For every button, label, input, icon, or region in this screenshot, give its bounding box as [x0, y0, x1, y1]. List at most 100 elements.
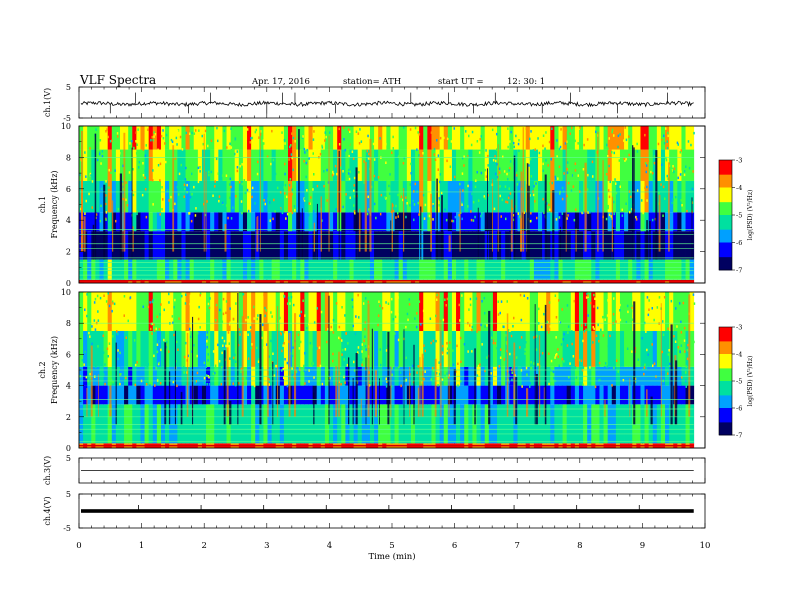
spectrogram-speck: [176, 185, 179, 189]
spectrogram-cell: [312, 180, 318, 213]
spectrogram-cell: [509, 292, 514, 331]
spectrogram-cell: [79, 292, 84, 331]
spectrogram-speck: [116, 330, 118, 333]
colorbar-swatch: [719, 235, 732, 238]
spectrogram-cell: [185, 149, 191, 181]
spectrogram-speck: [643, 152, 646, 155]
spectrogram-cell: [91, 259, 96, 280]
spectrogram-cell: [251, 126, 256, 150]
spectrogram-speck: [430, 131, 433, 134]
spectrogram-cell: [427, 404, 432, 444]
spectrogram-speck: [343, 375, 345, 379]
spectrogram-cell: [558, 292, 563, 331]
spectrogram-cell: [169, 126, 174, 150]
y-tick-label: 0: [66, 444, 71, 453]
spectrogram-speck: [229, 196, 231, 200]
spectrogram-speck: [97, 345, 99, 348]
start-ut-label: start UT =: [438, 77, 484, 87]
spectrogram-cell: [681, 279, 686, 283]
spectrogram-speck: [444, 374, 446, 378]
spectrogram-cell: [501, 279, 506, 283]
spectrogram-speck: [618, 306, 620, 309]
spectrogram-cell: [644, 126, 650, 150]
spectrogram-speck: [390, 310, 393, 314]
spectrogram-cell: [79, 385, 84, 405]
spectrogram-speck: [428, 214, 431, 218]
spectrogram-cell: [689, 180, 695, 213]
spectrogram-cell: [218, 149, 223, 181]
spectrogram-cell: [546, 292, 551, 331]
spectrogram-cell: [206, 126, 211, 150]
spectrogram-cell: [382, 385, 387, 405]
spectrogram-speck: [479, 363, 481, 366]
spectrogram-speck: [141, 193, 144, 197]
spectrogram-cell: [283, 279, 289, 283]
spectrogram-speck: [560, 343, 563, 346]
spectrogram-speck: [168, 350, 170, 353]
spectrogram-speck: [573, 299, 576, 303]
spectrogram-speck: [502, 325, 504, 328]
sferic-burst: [668, 162, 670, 252]
spectrogram-speck: [591, 160, 594, 164]
spectrogram-speck: [485, 149, 487, 152]
spectrogram-speck: [457, 365, 459, 368]
spectrogram-speck: [438, 372, 441, 376]
spectrogram-speck: [492, 339, 495, 342]
spectrogram-cell: [533, 212, 539, 232]
spectrogram-cell: [472, 180, 477, 213]
spectrogram-cell: [275, 404, 281, 444]
spectrogram-speck: [142, 162, 144, 165]
spectrogram-cell: [312, 259, 318, 280]
spectrogram-speck: [272, 217, 274, 221]
spectrogram-cell: [472, 149, 477, 181]
sferic-burst: [203, 133, 205, 252]
spectrogram-cell: [304, 385, 309, 405]
spectrogram-speck: [93, 301, 96, 304]
spectrogram-speck: [380, 193, 383, 197]
spectrogram-cell: [382, 279, 387, 283]
spectrogram-cell: [587, 149, 592, 181]
spectrogram-speck: [208, 173, 210, 177]
spectrogram-speck: [582, 211, 585, 214]
spectrogram-cell: [316, 404, 322, 444]
spectrogram-cell: [230, 180, 236, 213]
spectrogram-speck: [505, 341, 508, 344]
sferic-burst: [390, 220, 392, 260]
spectrogram-cell: [333, 331, 338, 367]
spectrogram-speck: [158, 372, 160, 375]
spectrogram-cell: [562, 259, 568, 280]
spectrogram-speck: [284, 192, 286, 195]
spectrogram-cell: [464, 231, 469, 260]
colorbar-swatch: [719, 211, 732, 214]
spectrogram-speck: [194, 381, 196, 385]
spectrogram-speck: [182, 366, 185, 369]
spectrogram-speck: [286, 212, 289, 216]
spectrogram-speck: [145, 215, 148, 219]
sferic-burst: [513, 342, 516, 417]
spectrogram-cell: [214, 231, 219, 260]
colorbar-swatch: [719, 427, 732, 430]
spectrogram-cell: [652, 180, 658, 213]
spectrogram-cell: [587, 292, 592, 331]
spectrogram-cell: [210, 279, 215, 283]
spectrogram-cell: [222, 212, 227, 232]
spectrogram-cell: [447, 331, 453, 367]
spectrogram-speck: [151, 300, 153, 304]
spectrogram-speck: [535, 348, 538, 351]
sferic-burst: [552, 190, 555, 260]
spectrogram-cell: [386, 149, 391, 181]
spectrogram-cell: [406, 231, 412, 260]
spectrogram-speck: [567, 171, 569, 174]
spectrogram-cell: [210, 292, 215, 331]
spectrogram-speck: [254, 130, 257, 134]
spectrogram-speck: [256, 317, 258, 321]
spectrogram-cell: [484, 149, 490, 181]
spectrogram-cell: [288, 231, 293, 260]
spectrogram-cell: [156, 292, 162, 331]
spectrogram-speck: [606, 143, 608, 147]
spectrogram-speck: [286, 384, 289, 388]
spectrogram-cell: [206, 404, 211, 444]
spectrogram-cell: [456, 279, 461, 283]
spectrogram-speck: [264, 202, 266, 206]
